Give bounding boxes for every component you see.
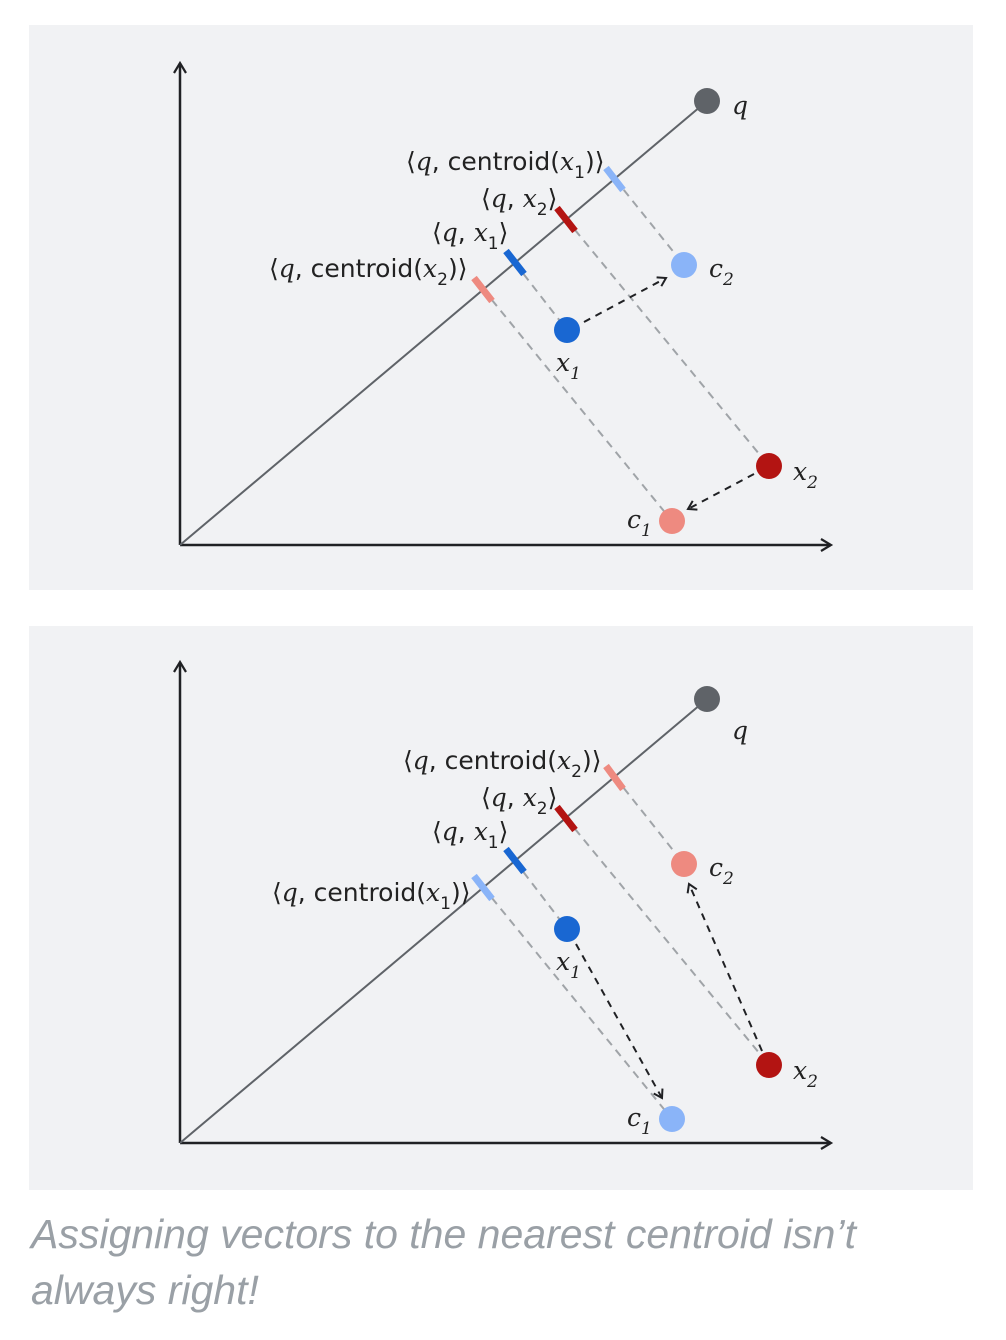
- label-proj-centroid-x1: ⟨q, centroid(x1)⟩: [406, 147, 605, 183]
- label-x1: x1: [556, 348, 581, 384]
- label-proj-centroid-x2: ⟨q, centroid(x2)⟩: [269, 254, 468, 290]
- point-x1: [554, 317, 580, 343]
- label-proj-x2: ⟨q, x2⟩: [481, 184, 557, 220]
- label-c2: c2: [709, 853, 734, 889]
- label-x1: x1: [556, 947, 581, 983]
- label-q: q: [732, 716, 748, 745]
- tick-x2: [554, 205, 578, 234]
- point-c1: [659, 1106, 685, 1132]
- label-c1: c1: [627, 505, 652, 541]
- label-proj-x1: ⟨q, x1⟩: [432, 817, 508, 853]
- top-diagram: q c2 x1 x2 c1 ⟨q, centroid(x1)⟩ ⟨q, x2⟩ …: [173, 60, 834, 552]
- tick-centroid-x1: [471, 873, 495, 902]
- label-proj-x1: ⟨q, x1⟩: [432, 218, 508, 254]
- bottom-diagram-panel: q c2 x1 x2 c1 ⟨q, centroid(x2)⟩ ⟨q, x2⟩ …: [29, 626, 973, 1190]
- tick-x1: [503, 846, 527, 875]
- figure-caption: Assigning vectors to the nearest centroi…: [31, 1211, 856, 1313]
- tick-centroid-x2: [603, 763, 626, 792]
- guide-c2: [614, 178, 685, 266]
- tick-centroid-x2: [471, 275, 495, 304]
- label-proj-x2: ⟨q, x2⟩: [481, 783, 557, 819]
- label-c1: c1: [627, 1103, 652, 1139]
- query-direction-line: [179, 100, 708, 546]
- bottom-diagram: q c2 x1 x2 c1 ⟨q, centroid(x2)⟩ ⟨q, x2⟩ …: [173, 659, 834, 1150]
- label-proj-centroid-x1: ⟨q, centroid(x1)⟩: [272, 878, 471, 914]
- label-proj-centroid-x2: ⟨q, centroid(x2)⟩: [403, 746, 602, 782]
- label-c2: c2: [709, 254, 734, 290]
- assign-arrow-x1-c2: [583, 276, 668, 323]
- assign-arrow-x2-c2: [686, 882, 763, 1052]
- tick-x2: [554, 804, 578, 833]
- guide-x2: [565, 817, 770, 1066]
- guide-x2: [565, 218, 770, 467]
- assign-arrow-x2-c1: [686, 473, 755, 511]
- point-c2: [671, 252, 697, 278]
- tick-centroid-x1: [603, 165, 626, 193]
- guide-c2: [614, 776, 685, 865]
- query-direction-line: [179, 698, 708, 1144]
- label-q: q: [732, 91, 748, 120]
- guide-x1: [514, 860, 568, 930]
- point-x1: [554, 916, 580, 942]
- guide-c1: [482, 886, 673, 1120]
- point-q: [694, 686, 720, 712]
- point-c1: [659, 508, 685, 534]
- tick-x1: [503, 248, 527, 277]
- label-x2: x2: [793, 457, 818, 493]
- point-q: [694, 88, 720, 114]
- point-c2: [671, 851, 697, 877]
- assign-arrow-x1-c1: [575, 943, 664, 1100]
- guide-c1: [482, 288, 673, 522]
- point-x2: [756, 453, 782, 479]
- point-x2: [756, 1052, 782, 1078]
- label-x2: x2: [793, 1056, 818, 1092]
- top-diagram-panel: q c2 x1 x2 c1 ⟨q, centroid(x1)⟩ ⟨q, x2⟩ …: [29, 25, 973, 590]
